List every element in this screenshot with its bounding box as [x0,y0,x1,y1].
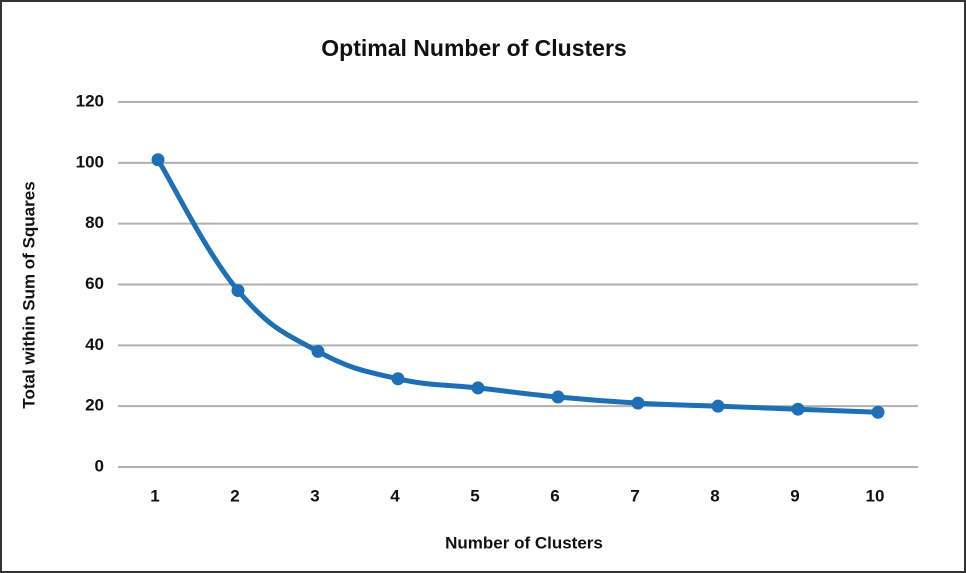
marker [871,405,885,419]
marker [631,396,645,410]
x-tick-label: 3 [310,486,319,505]
y-tick-label: 60 [85,274,104,293]
y-tick-label: 120 [76,91,104,110]
y-tick-label: 0 [95,456,104,475]
x-tick-label: 2 [230,486,239,505]
chart-title: Optimal Number of Clusters [321,35,626,61]
x-tick-label: 7 [630,486,639,505]
x-tick-label: 5 [470,486,479,505]
x-axis-title: Number of Clusters [445,533,603,552]
marker [471,381,485,395]
y-tick-label: 80 [85,213,104,232]
x-tick-label: 6 [550,486,559,505]
marker [231,284,245,298]
marker [311,344,325,358]
x-tick-label: 10 [866,486,885,505]
x-tick-label: 8 [710,486,719,505]
x-tick-label: 1 [150,486,159,505]
y-axis-title: Total within Sum of Squares [19,181,38,408]
y-tick-label: 40 [85,335,104,354]
marker [711,399,725,413]
x-tick-label: 4 [390,486,400,505]
y-tick-label: 100 [76,152,104,171]
y-tick-label: 20 [85,396,104,415]
marker [391,372,405,386]
marker [151,153,165,167]
marker [551,390,565,404]
marker [791,402,805,416]
x-tick-label: 9 [790,486,799,505]
